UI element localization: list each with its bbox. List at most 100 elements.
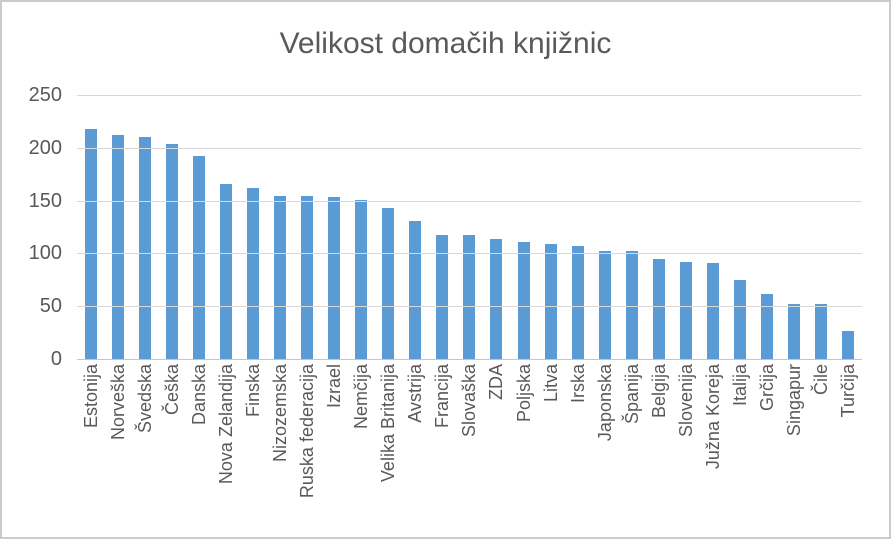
y-tick-label: 250 bbox=[28, 84, 62, 106]
bar-cell bbox=[158, 95, 185, 359]
x-tick-cell: Singapur bbox=[781, 364, 808, 532]
x-tick-cell: Belgija bbox=[645, 364, 672, 532]
x-axis-line bbox=[77, 359, 862, 360]
bar bbox=[436, 235, 449, 359]
bar bbox=[571, 246, 584, 359]
bar-cell bbox=[835, 95, 862, 359]
bar bbox=[192, 156, 205, 359]
bar-cell bbox=[239, 95, 266, 359]
x-tick-label: Nova Zelandija bbox=[215, 364, 236, 485]
x-tick-label: Ruska federacija bbox=[297, 364, 318, 499]
bar bbox=[382, 208, 395, 359]
bar-cell bbox=[727, 95, 754, 359]
x-tick-cell: Litva bbox=[537, 364, 564, 532]
x-tick-label: Finska bbox=[242, 364, 263, 418]
x-tick-label: Italija bbox=[730, 364, 751, 407]
y-tick-label: 150 bbox=[28, 189, 62, 212]
x-tick-cell: Izrael bbox=[321, 364, 348, 532]
y-tick-label: 0 bbox=[50, 348, 62, 370]
x-tick-cell: Poljska bbox=[510, 364, 537, 532]
bar-cell bbox=[808, 95, 835, 359]
bar bbox=[111, 135, 124, 359]
x-tick-cell: Švedska bbox=[131, 364, 158, 532]
bar bbox=[138, 137, 151, 359]
bar-cell bbox=[321, 95, 348, 359]
x-tick-label: Nizozemska bbox=[269, 364, 290, 463]
x-tick-cell: Južna Koreja bbox=[699, 364, 726, 532]
bar bbox=[598, 251, 611, 359]
bar bbox=[788, 304, 801, 359]
x-tick-cell: Velika Britanija bbox=[375, 364, 402, 532]
gridline-200 bbox=[77, 147, 862, 149]
gridline-100 bbox=[77, 253, 862, 255]
bar-cell bbox=[131, 95, 158, 359]
bar-cell bbox=[591, 95, 618, 359]
x-tick-cell: Italija bbox=[727, 364, 754, 532]
bar-cell bbox=[294, 95, 321, 359]
x-tick-cell: Slovenija bbox=[672, 364, 699, 532]
x-tick-label: Norveška bbox=[107, 364, 128, 441]
bar-cell bbox=[781, 95, 808, 359]
bar-cell bbox=[537, 95, 564, 359]
x-tick-label: Češka bbox=[161, 364, 182, 416]
bar bbox=[409, 220, 422, 359]
x-tick-cell: Nova Zelandija bbox=[212, 364, 239, 532]
bar-cell bbox=[185, 95, 212, 359]
bar-cell bbox=[104, 95, 131, 359]
bar-series bbox=[77, 95, 862, 359]
bar bbox=[734, 279, 747, 359]
bar-cell bbox=[402, 95, 429, 359]
bar bbox=[219, 183, 232, 359]
bar bbox=[517, 241, 530, 359]
x-tick-cell: Estonija bbox=[77, 364, 104, 532]
x-tick-cell: Ruska federacija bbox=[294, 364, 321, 532]
bar bbox=[84, 128, 97, 359]
bar-cell bbox=[375, 95, 402, 359]
y-tick-label: 100 bbox=[28, 242, 62, 265]
x-tick-cell: Irska bbox=[564, 364, 591, 532]
gridline-50 bbox=[77, 306, 862, 308]
x-tick-label: Belgija bbox=[648, 364, 669, 419]
x-tick-label: Avstrija bbox=[405, 364, 426, 423]
bar-cell bbox=[754, 95, 781, 359]
bar-cell bbox=[564, 95, 591, 359]
bar-cell bbox=[429, 95, 456, 359]
x-tick-label: Francija bbox=[432, 364, 453, 429]
x-tick-cell: Japonska bbox=[591, 364, 618, 532]
x-tick-label: Južna Koreja bbox=[702, 364, 723, 470]
x-tick-label: Litva bbox=[540, 364, 561, 403]
chart-title: Velikost domačih knjižnic bbox=[279, 27, 612, 60]
bar-cell bbox=[645, 95, 672, 359]
x-tick-cell: Češka bbox=[158, 364, 185, 532]
x-tick-cell: Španija bbox=[618, 364, 645, 532]
bar bbox=[301, 196, 314, 359]
bar bbox=[463, 235, 476, 359]
bar bbox=[165, 143, 178, 359]
x-tick-label: Poljska bbox=[513, 364, 534, 423]
x-tick-label: Izrael bbox=[324, 364, 345, 409]
x-tick-cell: Norveška bbox=[104, 364, 131, 532]
x-tick-cell: Grčija bbox=[754, 364, 781, 532]
gridline-150 bbox=[77, 200, 862, 202]
bar bbox=[652, 258, 665, 359]
bar-cell bbox=[77, 95, 104, 359]
bar-cell bbox=[456, 95, 483, 359]
bar-cell bbox=[212, 95, 239, 359]
bar-cell bbox=[483, 95, 510, 359]
x-tick-label: Nemčija bbox=[351, 364, 372, 430]
x-tick-label: Švedska bbox=[134, 364, 155, 434]
x-tick-label: Singapur bbox=[784, 364, 805, 437]
bar bbox=[273, 196, 286, 359]
bar bbox=[544, 243, 557, 359]
bar bbox=[625, 251, 638, 359]
bar-cell bbox=[618, 95, 645, 359]
bar bbox=[490, 238, 503, 359]
x-tick-cell: Nizozemska bbox=[266, 364, 293, 532]
bar bbox=[355, 199, 368, 359]
bar-cell bbox=[348, 95, 375, 359]
bar bbox=[761, 293, 774, 359]
x-tick-label: Turčija bbox=[838, 364, 859, 418]
x-tick-label: Španija bbox=[621, 364, 642, 425]
bar bbox=[842, 330, 855, 359]
